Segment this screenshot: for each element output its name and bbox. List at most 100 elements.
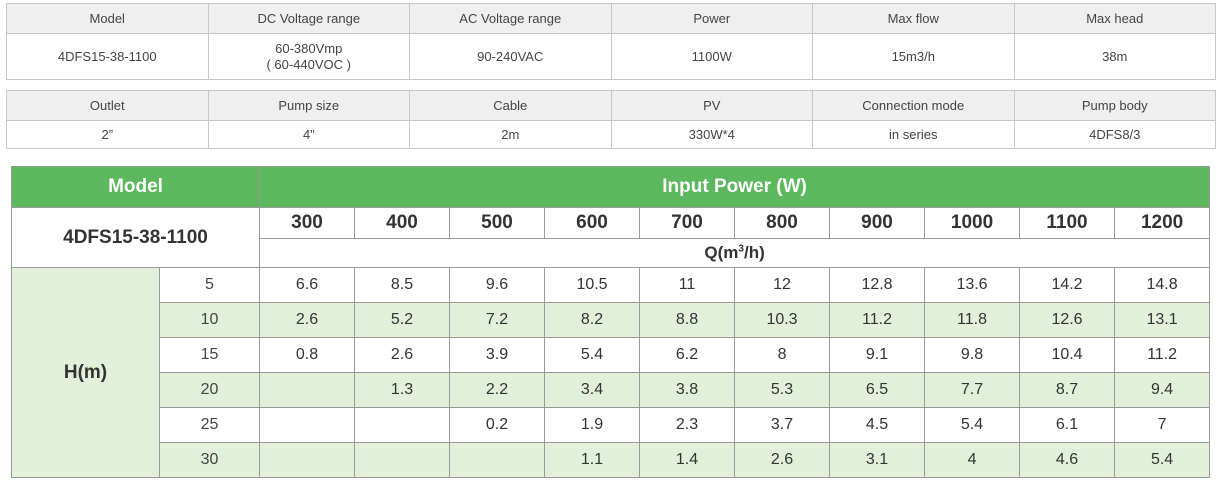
head-value-cell: 10 (158, 302, 261, 338)
flow-value-cell: 6.1 (1019, 407, 1116, 443)
flow-value-cell: 1.4 (639, 442, 736, 478)
flow-value-cell: 3.1 (829, 442, 926, 478)
spec1-value-max-flow: 15m3/h (812, 33, 1015, 80)
head-value-cell: 20 (158, 372, 261, 408)
spec1-header-model: Model (6, 3, 209, 34)
flow-value-cell: 8 (734, 337, 831, 373)
flow-value-cell: 8.7 (1019, 372, 1116, 408)
power-value-400: 400 (354, 207, 451, 239)
flow-value-cell: 3.4 (544, 372, 641, 408)
flow-value-cell: 12 (734, 267, 831, 303)
flow-value-cell: 7 (1114, 407, 1211, 443)
model-header: Model (10, 166, 261, 208)
flow-value-cell: 2.2 (449, 372, 546, 408)
power-value-800: 800 (734, 207, 831, 239)
flow-value-cell: 2.6 (259, 302, 356, 338)
spec2-header-cable: Cable (409, 90, 612, 121)
head-value-cell: 30 (158, 442, 261, 478)
power-value-700: 700 (639, 207, 736, 239)
power-value-600: 600 (544, 207, 641, 239)
flow-value-cell: 11.2 (829, 302, 926, 338)
head-value-cell: 15 (158, 337, 261, 373)
flow-value-cell: 6.5 (829, 372, 926, 408)
spec1-header-ac-voltage: AC Voltage range (409, 3, 612, 34)
flow-value-cell (259, 372, 356, 408)
flow-value-cell: 1.3 (354, 372, 451, 408)
flow-value-cell: 13.6 (924, 267, 1021, 303)
flow-value-cell: 9.8 (924, 337, 1021, 373)
flow-value-cell (449, 442, 546, 478)
flow-value-cell: 5.4 (1114, 442, 1211, 478)
flow-value-cell: 14.8 (1114, 267, 1211, 303)
flow-label-row: Q(m3/h) (12, 238, 1211, 268)
head-label: H(m) (11, 267, 160, 478)
flow-label-sup: 3 (738, 243, 744, 255)
spec1-value-ac-voltage: 90-240VAC (409, 33, 612, 80)
spec-table-2: Outlet Pump size Cable PV Connection mod… (6, 90, 1216, 149)
table-row: 10 2.6 5.2 7.2 8.2 8.8 10.3 11.2 11.8 12.6 13.1 (12, 302, 1211, 338)
power-value-500: 500 (449, 207, 546, 239)
spec2-value-cable: 2m (409, 120, 612, 149)
spec2-header-connection-mode: Connection mode (812, 90, 1015, 121)
spec1-value-model: 4DFS15-38-1100 (6, 33, 209, 80)
flow-value-cell: 9.6 (449, 267, 546, 303)
dc-voltage-line-2: ( 60-440VOC ) (266, 56, 352, 72)
flow-value-cell: 2.6 (354, 337, 451, 373)
flow-value-cell: 11.2 (1114, 337, 1211, 373)
spec-table-1: Model DC Voltage range AC Voltage range … (6, 3, 1216, 80)
model-name-cell: 4DFS15-38-1100 (10, 207, 261, 268)
flow-value-cell: 4.5 (829, 407, 926, 443)
spec1-value-power: 1100W (610, 33, 813, 80)
flow-label-suffix: /h) (743, 243, 765, 262)
flow-value-cell: 10.5 (544, 267, 641, 303)
table-row: 20 1.3 2.2 3.4 3.8 5.3 6.5 7.7 8.7 9.4 (12, 372, 1211, 408)
flow-value-cell: 0.2 (449, 407, 546, 443)
flow-value-cell: 10.3 (734, 302, 831, 338)
power-value-1100: 1100 (1019, 207, 1116, 239)
spec1-header-power: Power (610, 3, 813, 34)
flow-value-cell: 7.2 (449, 302, 546, 338)
spec-table-1-value-row: 4DFS15-38-1100 60-380Vmp ( 60-440VOC ) 9… (6, 33, 1216, 80)
power-value-1000: 1000 (924, 207, 1021, 239)
input-power-header: Input Power (W) (259, 166, 1211, 208)
flow-value-cell: 5.4 (544, 337, 641, 373)
performance-header-row: Model Input Power (W) (10, 166, 1211, 208)
table-row: 30 1.1 1.4 2.6 3.1 4 4.6 5.4 (12, 442, 1211, 478)
flow-value-cell: 5.4 (924, 407, 1021, 443)
head-value-cell: 5 (158, 267, 261, 303)
spec-table-1-header-row: Model DC Voltage range AC Voltage range … (6, 3, 1216, 34)
table-row: 25 0.2 1.9 2.3 3.7 4.5 5.4 6.1 7 (12, 407, 1211, 443)
power-value-300: 300 (259, 207, 356, 239)
flow-value-cell: 11.8 (924, 302, 1021, 338)
flow-value-cell: 8.5 (354, 267, 451, 303)
flow-value-cell: 3.8 (639, 372, 736, 408)
flow-value-cell: 4.6 (1019, 442, 1116, 478)
spec2-value-pump-size: 4” (207, 120, 410, 149)
flow-value-cell: 9.4 (1114, 372, 1211, 408)
flow-value-cell: 2.6 (734, 442, 831, 478)
spec2-header-outlet: Outlet (6, 90, 209, 121)
flow-value-cell (354, 442, 451, 478)
flow-value-cell: 1.9 (544, 407, 641, 443)
flow-value-cell (354, 407, 451, 443)
flow-value-cell: 12.8 (829, 267, 926, 303)
flow-value-cell: 11 (639, 267, 736, 303)
flow-value-cell: 0.8 (259, 337, 356, 373)
flow-value-cell: 1.1 (544, 442, 641, 478)
spec-table-2-value-row: 2” 4” 2m 330W*4 in series 4DFS8/3 (6, 120, 1216, 149)
dc-voltage-line-1: 60-380Vmp (275, 40, 343, 56)
flow-value-cell: 13.1 (1114, 302, 1211, 338)
power-value-900: 900 (829, 207, 926, 239)
spec2-header-pv: PV (610, 90, 813, 121)
spec2-value-outlet: 2” (6, 120, 209, 149)
flow-value-cell: 7.7 (924, 372, 1021, 408)
spec2-header-pump-body: Pump body (1013, 90, 1216, 121)
flow-value-cell: 2.3 (639, 407, 736, 443)
spec2-value-pump-body: 4DFS8/3 (1013, 120, 1216, 149)
table-row: 15 0.8 2.6 3.9 5.4 6.2 8 9.1 9.8 10.4 11.2 (12, 337, 1211, 373)
flow-value-cell: 6.2 (639, 337, 736, 373)
flow-value-cell: 8.8 (639, 302, 736, 338)
flow-value-cell: 3.9 (449, 337, 546, 373)
flow-label-prefix: Q(m (704, 243, 739, 262)
flow-value-cell: 9.1 (829, 337, 926, 373)
